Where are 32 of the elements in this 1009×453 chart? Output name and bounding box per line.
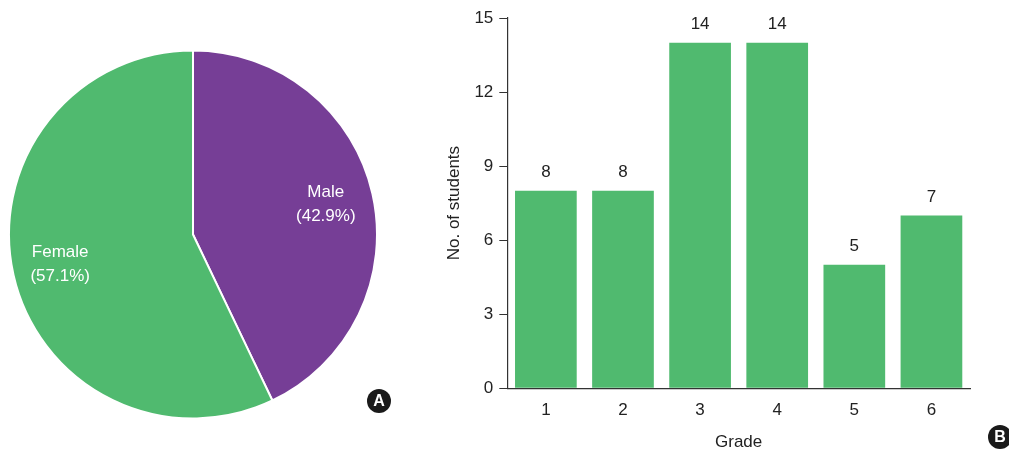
text: B (988, 425, 1009, 449)
data-label: 8 (618, 161, 628, 181)
y-tick-label: 0 (483, 377, 494, 397)
slice-label: Female (31, 242, 89, 262)
data-label: (42.9%) (296, 206, 356, 226)
x-tick-label: 1 (541, 400, 551, 420)
bar (592, 190, 654, 388)
bar (746, 42, 809, 388)
bar (823, 264, 886, 388)
slice-label: Male (307, 182, 345, 202)
x-tick-label: 6 (926, 400, 937, 420)
x-tick-label: 2 (618, 400, 628, 420)
y-tick-label: 12 (474, 81, 494, 101)
y-tick-label: 6 (483, 229, 494, 249)
bar (900, 215, 963, 388)
y-axis-title: No. of students (443, 145, 463, 261)
data-label: 5 (849, 235, 860, 255)
x-tick-label: 3 (695, 400, 705, 420)
data-label: 14 (690, 13, 710, 33)
x-tick-label: 5 (849, 400, 860, 420)
bar (669, 42, 731, 388)
data-label: 7 (926, 186, 937, 206)
data-label: 8 (541, 161, 551, 181)
x-tick-label: 4 (772, 400, 782, 420)
y-tick-label: 15 (474, 7, 494, 27)
data-label: (57.1%) (30, 266, 90, 286)
data-label: 14 (767, 13, 787, 33)
y-tick-label: 3 (483, 303, 494, 323)
y-tick-label: 9 (483, 155, 494, 175)
text: A (367, 389, 391, 413)
bar (515, 190, 577, 388)
x-axis-title: Grade (715, 432, 763, 452)
